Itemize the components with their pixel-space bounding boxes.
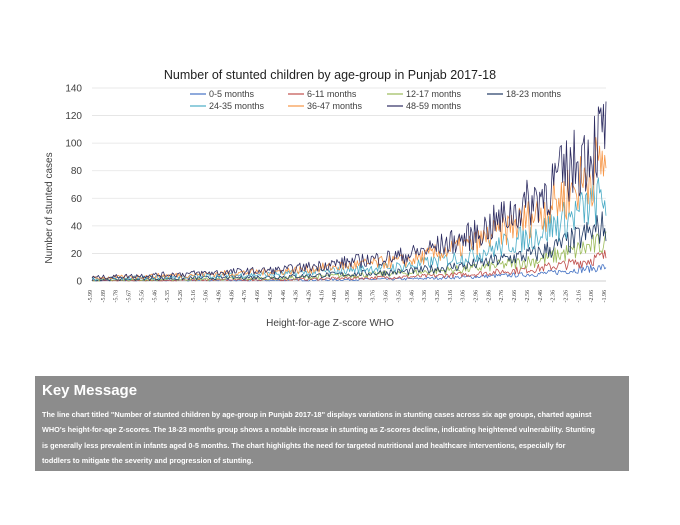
x-tick-label: -5.67 (127, 290, 133, 303)
x-tick-label: -2.86 (486, 290, 492, 303)
x-tick-label: -3.96 (345, 290, 351, 303)
x-tick-label: -2.76 (499, 290, 505, 303)
key-message-heading: Key Message (42, 382, 138, 399)
x-tick-label: -3.56 (396, 290, 402, 303)
x-tick-label: -5.06 (204, 290, 210, 303)
x-tick-label: -3.16 (448, 290, 454, 303)
key-message-line: The line chart titled "Number of stunted… (42, 410, 592, 419)
x-tick-label: -3.36 (422, 290, 428, 303)
legend-entry: 12-17 months (406, 89, 462, 99)
x-tick-label: -5.78 (114, 290, 120, 303)
x-tick-label: -5.99 (88, 290, 94, 303)
y-tick-label: 0 (76, 277, 82, 288)
series-line (91, 137, 607, 280)
y-tick-label: 60 (71, 194, 83, 205)
x-tick-label: -4.16 (319, 290, 325, 303)
x-tick-label: -2.16 (576, 290, 582, 303)
x-axis-title: Height-for-age Z-score WHO (266, 318, 394, 329)
x-tick-label: -5.56 (139, 290, 145, 303)
key-message-line: WHO's height-for-age Z-scores. The 18-23… (42, 425, 596, 435)
x-tick-label: -4.86 (229, 290, 235, 303)
series-line (91, 101, 607, 280)
y-tick-label: 20 (71, 249, 83, 260)
key-message-line: is generally less prevalent in infants a… (42, 440, 566, 450)
x-tick-label: -5.35 (165, 290, 171, 303)
series-line (91, 231, 607, 282)
key-message-box: Key Message The line chart titled "Numbe… (35, 376, 629, 471)
x-tick-label: -4.56 (268, 290, 274, 303)
gridlines (92, 87, 606, 282)
y-axis-ticks: 0 20 40 60 80 100 120 140 (65, 84, 82, 288)
y-tick-label: 40 (71, 221, 83, 232)
x-tick-label: -2.66 (512, 290, 518, 303)
x-tick-label: -1.96 (602, 290, 608, 303)
x-tick-label: -3.26 (435, 290, 441, 303)
x-tick-label: -5.89 (101, 290, 107, 303)
x-tick-label: -2.06 (589, 290, 595, 303)
legend: 0-5 months 6-11 months 12-17 months 18-23 m… (190, 89, 562, 111)
series-line (91, 211, 607, 282)
y-tick-label: 140 (65, 84, 82, 95)
y-tick-label: 100 (65, 139, 82, 150)
legend-entry: 24-35 months (209, 101, 265, 111)
key-message-line: toddlers to mitigate the severity and pr… (42, 456, 254, 466)
chart-title: Number of stunted children by age-group … (164, 68, 496, 82)
x-tick-label: -2.46 (538, 290, 544, 303)
x-tick-label: -4.06 (332, 290, 338, 303)
x-tick-label: -2.56 (525, 290, 531, 303)
x-tick-label: -4.46 (281, 290, 287, 303)
y-axis-title: Number of stunted cases (44, 152, 55, 263)
legend-entry: 0-5 months (209, 89, 255, 99)
x-tick-label: -4.36 (294, 290, 300, 303)
x-tick-label: -5.16 (191, 290, 197, 303)
x-tick-label: -4.66 (255, 290, 261, 303)
key-message-text: The line chart titled "Number of stunted… (42, 407, 622, 469)
y-tick-label: 80 (71, 166, 83, 177)
x-tick-label: -5.46 (152, 290, 158, 303)
legend-entry: 36-47 months (307, 101, 363, 111)
x-tick-label: -3.86 (358, 290, 364, 303)
x-tick-label: -5.26 (178, 290, 184, 303)
line-chart: Number of stunted children by age-group … (44, 68, 608, 329)
legend-entry: 6-11 months (307, 89, 357, 99)
x-tick-label: -4.76 (242, 290, 248, 303)
x-tick-label: -3.46 (409, 290, 415, 303)
series-lines (91, 101, 607, 282)
x-tick-label: -2.36 (551, 290, 557, 303)
x-tick-label: -3.76 (371, 290, 377, 303)
x-tick-label: -3.66 (384, 290, 390, 303)
x-tick-label: -3.06 (461, 290, 467, 303)
legend-entry: 18-23 months (506, 89, 562, 99)
y-tick-label: 120 (65, 111, 82, 122)
legend-entry: 48-59 months (406, 101, 462, 111)
x-axis-ticks: -5.99 -5.89 -5.78 -5.67 -5.56 -5.46 -5.35 -5.26… (88, 290, 608, 303)
x-tick-label: -2.96 (474, 290, 480, 303)
x-tick-label: -2.26 (563, 290, 569, 303)
x-tick-label: -4.26 (306, 290, 312, 303)
x-tick-label: -4.96 (217, 290, 223, 303)
